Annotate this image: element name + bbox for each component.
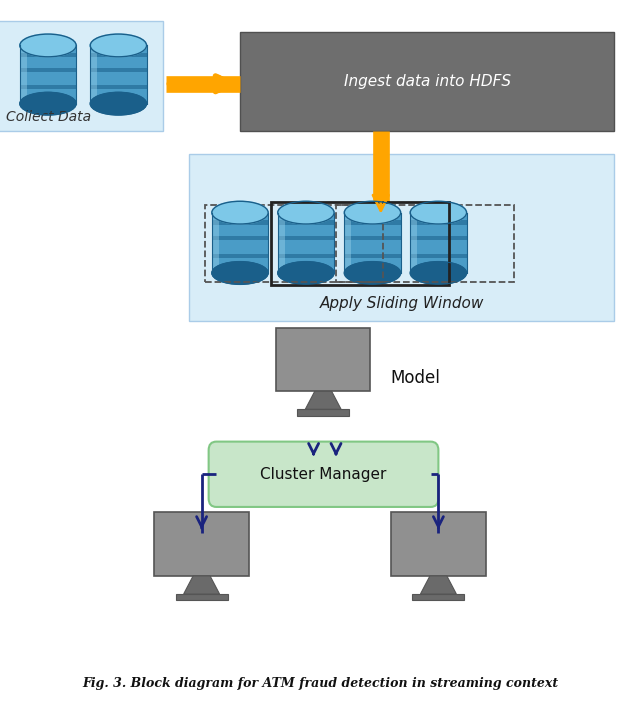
Bar — [278, 213, 334, 273]
Ellipse shape — [90, 92, 147, 115]
Bar — [344, 253, 401, 258]
Polygon shape — [184, 576, 220, 594]
Bar — [410, 236, 467, 240]
Bar — [90, 45, 147, 104]
Bar — [410, 213, 417, 273]
Bar — [20, 67, 76, 72]
FancyBboxPatch shape — [276, 328, 371, 391]
FancyBboxPatch shape — [189, 154, 614, 321]
Bar — [271, 202, 449, 285]
FancyBboxPatch shape — [209, 442, 438, 507]
Bar — [205, 205, 383, 282]
Text: Ingest data into HDFS: Ingest data into HDFS — [344, 74, 511, 89]
Bar — [90, 85, 147, 89]
Bar — [344, 213, 401, 273]
Bar — [278, 221, 334, 224]
Bar — [20, 45, 76, 104]
FancyBboxPatch shape — [391, 513, 486, 576]
Text: Apply Sliding Window: Apply Sliding Window — [320, 296, 484, 311]
Bar — [278, 253, 334, 258]
Ellipse shape — [212, 261, 268, 284]
Bar — [176, 594, 227, 601]
Bar — [20, 85, 76, 89]
Ellipse shape — [20, 34, 76, 57]
Ellipse shape — [90, 34, 147, 57]
Polygon shape — [305, 391, 341, 409]
Ellipse shape — [278, 261, 334, 284]
Polygon shape — [420, 576, 456, 594]
Bar — [336, 205, 514, 282]
Bar — [20, 53, 76, 57]
Bar — [410, 253, 467, 258]
FancyBboxPatch shape — [0, 21, 163, 131]
Bar — [90, 53, 147, 57]
Bar — [212, 253, 268, 258]
Bar — [20, 45, 27, 104]
Bar — [212, 221, 268, 224]
Bar — [344, 236, 401, 240]
Bar — [413, 594, 464, 601]
Bar — [298, 409, 349, 416]
FancyBboxPatch shape — [240, 32, 614, 131]
Text: Model: Model — [390, 368, 440, 387]
Bar — [344, 213, 351, 273]
Ellipse shape — [212, 201, 268, 224]
Bar — [212, 213, 268, 273]
Text: Cluster Manager: Cluster Manager — [260, 466, 387, 482]
Ellipse shape — [20, 92, 76, 115]
Bar — [90, 67, 147, 72]
Bar — [212, 236, 268, 240]
Bar — [278, 236, 334, 240]
Bar — [410, 221, 467, 224]
Bar — [344, 221, 401, 224]
Ellipse shape — [344, 201, 401, 224]
Bar — [212, 213, 219, 273]
Bar — [410, 213, 467, 273]
Ellipse shape — [410, 261, 467, 284]
Ellipse shape — [278, 201, 334, 224]
Ellipse shape — [344, 261, 401, 284]
Text: Collect Data: Collect Data — [6, 109, 92, 124]
Text: Fig. 3. Block diagram for ATM fraud detection in streaming context: Fig. 3. Block diagram for ATM fraud dete… — [82, 677, 558, 690]
FancyBboxPatch shape — [154, 513, 249, 576]
Bar — [90, 45, 97, 104]
Ellipse shape — [410, 201, 467, 224]
Bar — [278, 213, 285, 273]
